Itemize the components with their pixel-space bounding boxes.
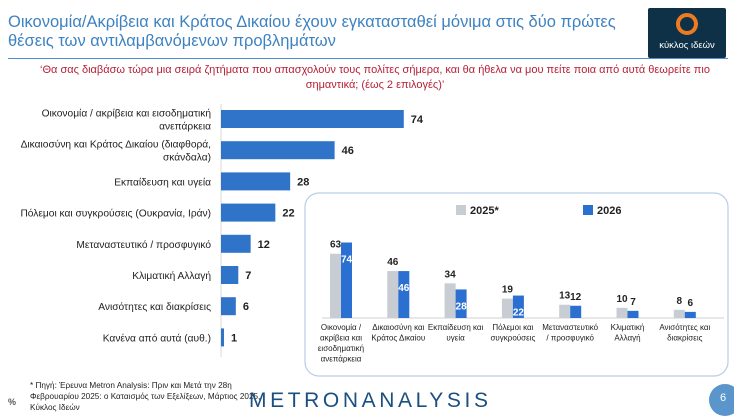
h-bar-value-label: 12 <box>258 239 270 251</box>
h-category-label: Οικονομία / ακρίβεια και εισοδηματική ανε… <box>42 108 211 133</box>
legend-label: 2025* <box>470 205 499 217</box>
v-category-label: Εκπαίδευση και υγεία <box>428 323 484 343</box>
value-label-2026: 22 <box>513 308 525 319</box>
bar-2025 <box>673 309 685 318</box>
legend-swatch <box>456 205 466 215</box>
metron-analysis-brand: METRONANALYSIS <box>249 389 492 412</box>
value-label-2025: 13 <box>559 291 571 302</box>
bar-2025 <box>444 283 456 318</box>
h-category-label: Δικαιοσύνη και Κράτος Δικαίου (διαφθορά,… <box>21 139 211 164</box>
h-bar-value-label: 28 <box>297 176 309 188</box>
value-label-2026: 74 <box>341 255 353 266</box>
h-bar-value-label: 1 <box>231 332 237 344</box>
bar-2026 <box>684 311 696 318</box>
h-category-label: Μεταναστευτικό / προσφυγικό <box>76 239 211 251</box>
bar-2025 <box>330 253 341 318</box>
v-category-label: Μεταναστευτικό / προσφυγικό <box>542 323 598 343</box>
comparison-panel <box>304 192 729 377</box>
v-category-label: Πόλεμοι και συγκρούσεις <box>490 323 535 343</box>
legend-swatch <box>583 205 593 215</box>
value-label-2025: 46 <box>387 257 399 268</box>
bar-2026 <box>512 295 524 318</box>
v-category-label: Δικαιοσύνη και Κράτος Δικαίου <box>371 323 425 343</box>
v-category-label: Κλιματική Αλλαγή <box>611 323 645 343</box>
h-bar <box>221 328 224 347</box>
value-label-2026: 12 <box>570 292 582 303</box>
value-label-2025: 19 <box>502 285 514 296</box>
h-bar-value-label: 74 <box>411 114 424 126</box>
h-bar-value-label: 22 <box>282 208 294 220</box>
bar-2026 <box>341 242 352 318</box>
h-bar-value-label: 7 <box>245 270 251 282</box>
bar-2025 <box>616 307 628 318</box>
percent-symbol: % <box>8 397 17 407</box>
h-category-label: Ανισότητες και διακρίσεις <box>98 301 211 313</box>
value-label-2026: 28 <box>456 301 468 312</box>
slide-title: Οικονομία/Ακρίβεια και Κράτος Δικαίου έχ… <box>8 13 616 50</box>
logo-ring-icon <box>676 13 698 35</box>
value-label-2025: 34 <box>445 269 457 280</box>
v-category-label: Οικονομία / ακρίβεια και εισοδηματική ανεπά… <box>318 323 364 364</box>
value-label-2025: 8 <box>677 296 683 307</box>
source-footnote: * Πηγή: Έρευνα Metron Analysis: Πριν και… <box>30 381 261 412</box>
h-category-label: Πόλεμοι και συγκρούσεις (Ουκρανία, Ιράν) <box>20 208 211 220</box>
value-label-2026: 6 <box>688 298 694 309</box>
h-bar-value-label: 46 <box>342 145 354 157</box>
h-category-label: Εκπαίδευση και υγεία <box>114 176 211 188</box>
h-bar <box>221 297 236 316</box>
value-label-2025: 10 <box>616 294 628 305</box>
bar-2025 <box>501 298 513 318</box>
v-category-label: Ανισότητες και διακρίσεις <box>659 323 710 343</box>
bar-2026 <box>570 305 582 318</box>
h-bar <box>221 234 251 253</box>
h-bar <box>221 110 404 128</box>
bar-2026 <box>455 289 467 318</box>
bar-2026 <box>627 310 639 318</box>
legend-label: 2026 <box>597 205 621 217</box>
bar-2025 <box>559 304 571 318</box>
title-divider <box>8 58 728 59</box>
logo-text: κύκλος ιδεών <box>659 40 715 51</box>
bar-2026 <box>398 271 410 318</box>
page-number: 6 <box>709 384 734 416</box>
bar-2025 <box>387 271 399 318</box>
h-bar <box>221 141 335 160</box>
h-category-label: Κανένα από αυτά (αυθ.) <box>103 332 211 344</box>
h-bar-value-label: 6 <box>243 301 249 313</box>
value-label-2026: 46 <box>398 283 410 294</box>
h-bar <box>221 203 276 222</box>
kyklos-ideon-logo: κύκλος ιδεών <box>648 8 726 58</box>
h-bar <box>221 266 239 284</box>
survey-question: ‘Θα σας διαβάσω τώρα μια σειρά ζητήματα … <box>40 64 710 91</box>
value-label-2026: 7 <box>630 297 636 308</box>
h-bar <box>221 172 291 191</box>
h-category-label: Κλιματική Αλλαγή <box>132 270 211 282</box>
value-label-2025: 63 <box>330 240 342 251</box>
